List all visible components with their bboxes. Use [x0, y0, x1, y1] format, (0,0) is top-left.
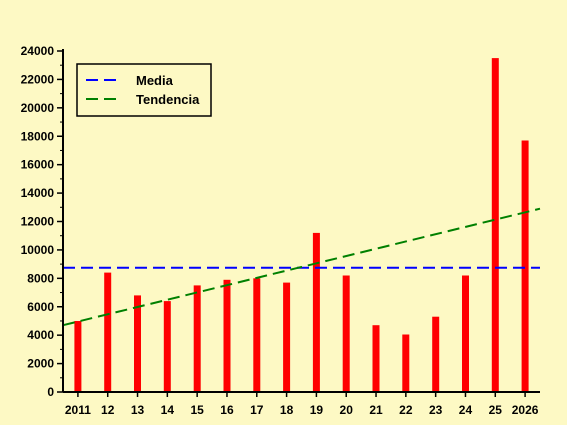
y-tick-label: 12000: [21, 215, 55, 229]
bar-12: [104, 272, 112, 392]
legend: Media Tendencia: [76, 63, 212, 117]
x-tick-label: 25: [489, 403, 503, 417]
x-tick-label: 15: [190, 403, 204, 417]
bar-13: [134, 295, 141, 392]
y-tick-label: 16000: [21, 158, 55, 172]
legend-box: [76, 63, 212, 117]
x-tick-label: 17: [250, 403, 264, 417]
bar-14: [163, 301, 171, 392]
y-tick-label: 10000: [21, 243, 55, 257]
x-tick-label: 13: [131, 403, 145, 417]
bar-15: [193, 285, 201, 392]
y-tick-label: 14000: [21, 186, 55, 200]
x-tick-label: 18: [280, 403, 294, 417]
bar-17: [253, 278, 261, 392]
x-tick-label: 20: [340, 403, 354, 417]
bar-19: [312, 232, 320, 392]
x-tick-label: 24: [459, 403, 473, 417]
legend-label-tendencia: Tendencia: [136, 92, 200, 107]
bar-2011: [74, 321, 82, 392]
x-tick-label: 2026: [512, 403, 539, 417]
bar-24: [462, 275, 469, 392]
bar-21: [372, 325, 380, 392]
y-tick-label: 8000: [27, 271, 54, 285]
x-tick-label: 14: [161, 403, 175, 417]
y-tick-label: 18000: [21, 129, 55, 143]
y-tick-label: 4000: [27, 328, 54, 342]
bar-22: [402, 334, 410, 392]
y-tick-label: 6000: [27, 300, 54, 314]
x-tick-label: 16: [220, 403, 234, 417]
x-tick-label: 23: [429, 403, 443, 417]
bar-25: [491, 58, 499, 392]
bar-23: [432, 316, 440, 392]
x-tick-label: 21: [369, 403, 383, 417]
bar-20: [342, 275, 350, 392]
x-tick-label: 12: [101, 403, 115, 417]
legend-label-media: Media: [136, 73, 174, 88]
y-tick-label: 2000: [27, 357, 54, 371]
x-tick-label: 2011: [65, 403, 91, 417]
bar-16: [223, 279, 231, 392]
y-tick-label: 20000: [21, 101, 55, 115]
bar-18: [283, 282, 291, 392]
y-tick-label: 24000: [21, 44, 55, 58]
bar-2026: [521, 140, 529, 392]
x-tick-label: 19: [310, 403, 324, 417]
y-tick-label: 0: [47, 385, 54, 399]
x-tick-label: 22: [399, 403, 413, 417]
y-tick-label: 22000: [21, 72, 55, 86]
line-tendencia: [62, 207, 541, 327]
